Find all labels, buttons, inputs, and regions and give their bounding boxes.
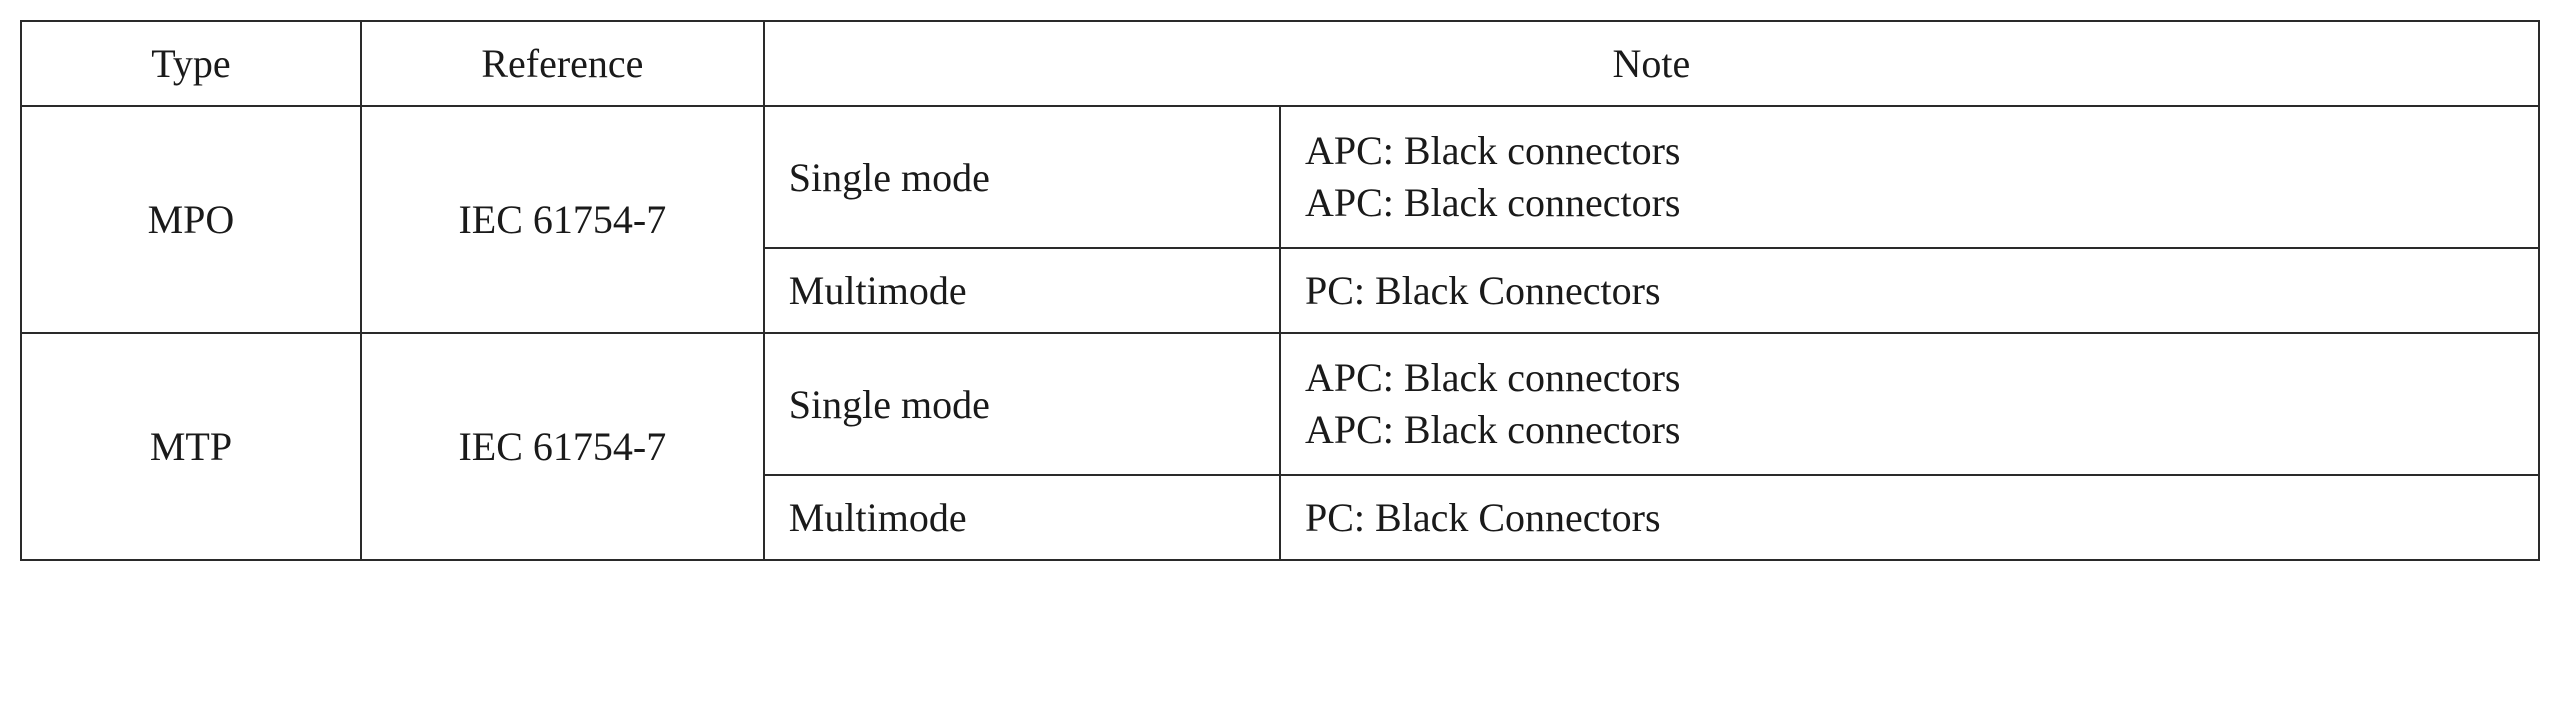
note-line: APC: Black connectors xyxy=(1305,125,2514,177)
note-line: APC: Black connectors xyxy=(1305,352,2514,404)
header-reference: Reference xyxy=(361,21,764,106)
cell-note: APC: Black connectors APC: Black connect… xyxy=(1280,106,2539,248)
header-type: Type xyxy=(21,21,361,106)
cell-note: PC: Black Connectors xyxy=(1280,475,2539,560)
header-note: Note xyxy=(764,21,2539,106)
cell-mode: Multimode xyxy=(764,248,1280,333)
table-row: MPO IEC 61754-7 Single mode APC: Black c… xyxy=(21,106,2539,248)
cell-mode: Single mode xyxy=(764,333,1280,475)
cell-type: MPO xyxy=(21,106,361,333)
table-header-row: Type Reference Note xyxy=(21,21,2539,106)
note-line: APC: Black connectors xyxy=(1305,404,2514,456)
cell-note: APC: Black connectors APC: Black connect… xyxy=(1280,333,2539,475)
table-row: MTP IEC 61754-7 Single mode APC: Black c… xyxy=(21,333,2539,475)
cell-type: MTP xyxy=(21,333,361,560)
cell-note: PC: Black Connectors xyxy=(1280,248,2539,333)
cell-mode: Single mode xyxy=(764,106,1280,248)
note-line: APC: Black connectors xyxy=(1305,177,2514,229)
connector-table: Type Reference Note MPO IEC 61754-7 Sing… xyxy=(20,20,2540,561)
cell-reference: IEC 61754-7 xyxy=(361,333,764,560)
cell-mode: Multimode xyxy=(764,475,1280,560)
cell-reference: IEC 61754-7 xyxy=(361,106,764,333)
